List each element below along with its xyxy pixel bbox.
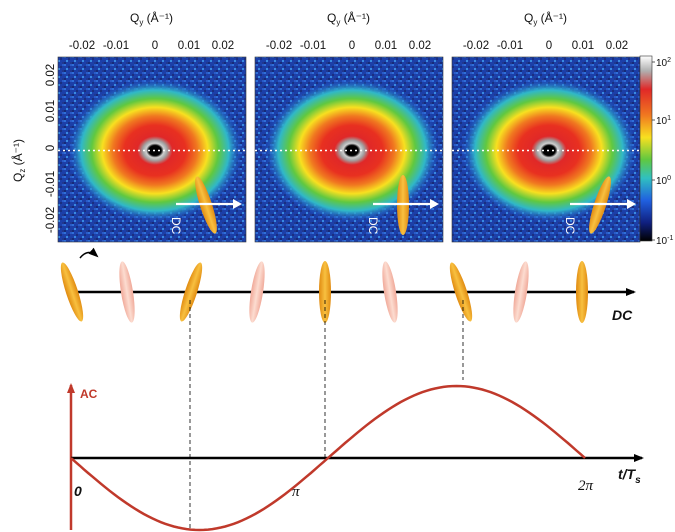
dc-label: DC (366, 217, 380, 235)
panel-frame (57, 56, 247, 243)
colorbar-tick-label: 100 (656, 175, 671, 187)
y-tick-label: 0.01 (45, 100, 57, 122)
dc-axis-label: DC (612, 307, 633, 323)
pi-label: π (292, 484, 300, 500)
sample-ellipse-faded (249, 261, 265, 323)
x-tick-label: 0.02 (212, 40, 234, 52)
y-tick-label: 0.02 (45, 64, 57, 86)
colorbar-tick-label: 10-1 (656, 235, 673, 247)
ac-sine-curve (70, 384, 586, 532)
qy-axis-label: Qy (Å⁻¹) (327, 10, 370, 27)
sample-ellipse-faded (382, 261, 398, 323)
x-tick-label: 0.01 (375, 40, 397, 52)
y-tick-label: -0.01 (45, 171, 57, 197)
dc-label: DC (169, 217, 183, 235)
x-tick-label: -0.01 (300, 40, 326, 52)
scattering-panels: DC Qy (Å⁻¹) -0.02 -0.01 0 0.01 0.02 DC Qy (Å⁻¹) -… (10, 10, 641, 243)
ac-axis-label: AC (80, 387, 98, 401)
dc-arrowhead (233, 199, 242, 209)
scattering-panel: DC Qy (Å⁻¹) -0.02 -0.01 0 0.01 0.02 (57, 10, 247, 243)
sample-ellipse-faded (513, 261, 529, 323)
rotation-axis: DC (60, 247, 636, 323)
dc-arrowhead (430, 199, 439, 209)
colorbar-tick-label: 102 (656, 57, 671, 69)
sample-ellipse-faded (119, 261, 135, 323)
two-pi-label: 2π (578, 478, 594, 494)
scattering-panel: DC Qy (Å⁻¹) -0.02 -0.01 0 0.01 0.02 (254, 10, 444, 243)
dc-label: DC (563, 217, 577, 235)
qy-axis-label: Qy (Å⁻¹) (524, 10, 567, 27)
x-tick-label: -0.01 (103, 40, 129, 52)
x-tick-label: 0.02 (606, 40, 628, 52)
x-tick-label: 0.01 (572, 40, 594, 52)
time-axis-label: t/Ts (618, 466, 641, 486)
x-tick-label: 0.02 (409, 40, 431, 52)
colorbar: 102 101 100 10-1 (639, 55, 673, 247)
x-tick-label: 0.01 (178, 40, 200, 52)
x-tick-label: -0.02 (266, 40, 292, 52)
qy-axis-label: Qy (Å⁻¹) (130, 10, 173, 27)
y-tick-label: -0.02 (45, 207, 57, 233)
origin-label: 0 (74, 483, 82, 499)
colorbar-gradient (639, 55, 653, 242)
y-tick-label: 0 (45, 145, 57, 151)
scattering-panel: DC Qy (Å⁻¹) -0.02 -0.01 0 0.01 0.02 (451, 10, 641, 243)
panel-frame (254, 56, 444, 243)
x-tick-label: -0.02 (463, 40, 489, 52)
sample-ellipse (449, 262, 473, 322)
x-tick-label: -0.01 (497, 40, 523, 52)
x-tick-label: 0 (152, 40, 158, 52)
ac-plot: AC t/Ts 0 π 2π (67, 383, 644, 532)
sample-ellipse (319, 261, 331, 323)
x-tick-label: -0.02 (69, 40, 95, 52)
qz-axis-label: Qz (Å⁻¹) (10, 139, 27, 182)
x-tick-label: 0 (349, 40, 355, 52)
sample-ellipse (179, 262, 203, 322)
dc-arrowhead (627, 199, 636, 209)
sample-ellipse (60, 262, 84, 322)
rotation-arrow (79, 247, 99, 259)
x-tick-label: 0 (546, 40, 552, 52)
colorbar-tick-label: 101 (656, 115, 671, 127)
sample-ellipse (576, 261, 588, 323)
guide-lines (189, 300, 464, 530)
